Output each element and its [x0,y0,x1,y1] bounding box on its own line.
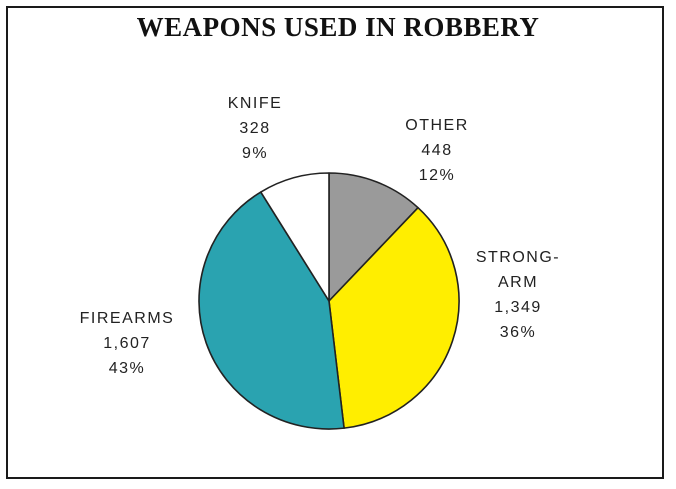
slice-label-other: OTHER 448 12% [405,117,469,184]
slice-label-firearms: FIREARMS 1,607 43% [80,310,175,377]
chart-title: WEAPONS USED IN ROBBERY [136,12,540,42]
pie-slice-knife [260,172,330,302]
pie-slice-firearms [198,191,345,430]
slice-label-strong-arm: STRONG-ARM 1,349 36% [476,249,560,341]
pie-slice-strong-arm [328,206,460,429]
pie-slice-other [328,172,419,302]
slice-label-knife: KNIFE 328 9% [228,95,283,162]
